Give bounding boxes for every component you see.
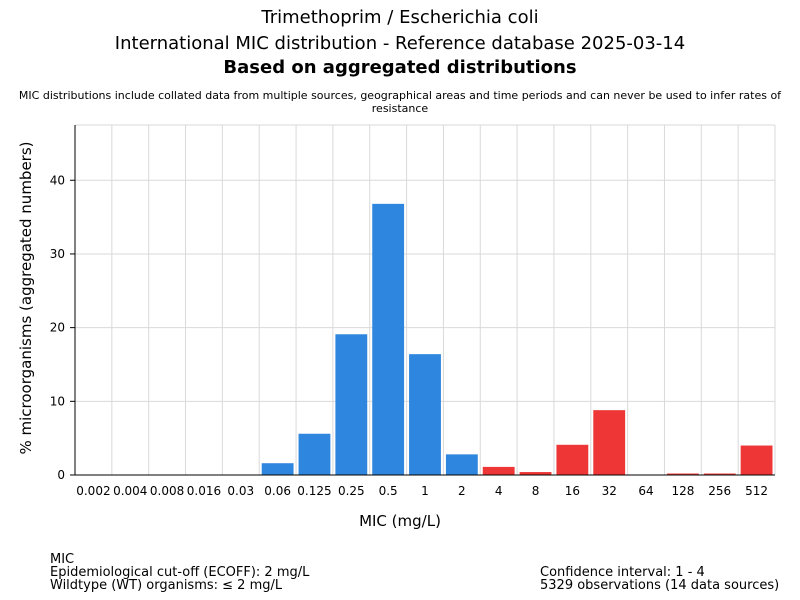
x-tick-label: 0.25 — [338, 484, 365, 498]
x-tick-label: 0.03 — [227, 484, 254, 498]
bar-mic-256 — [703, 473, 736, 475]
y-tick-label: 0 — [57, 468, 65, 482]
x-axis-label: MIC (mg/L) — [359, 512, 441, 530]
x-tick-label: 0.125 — [297, 484, 331, 498]
x-tick-label: 8 — [532, 484, 540, 498]
y-tick-label: 40 — [50, 173, 65, 187]
chart-subtitle: International MIC distribution - Referen… — [114, 33, 686, 54]
x-tick-label: 16 — [565, 484, 580, 498]
bar-mic-512 — [740, 445, 773, 475]
y-tick-label: 10 — [50, 394, 65, 408]
bar-mic-8 — [519, 472, 552, 475]
chart-title: Trimethoprim / Escherichia coli — [261, 7, 539, 28]
y-tick-label: 30 — [50, 247, 65, 261]
bar-mic-0.06 — [261, 463, 294, 475]
x-tick-label: 0.016 — [187, 484, 221, 498]
footer-right: Confidence interval: 1 - 4 5329 observat… — [540, 566, 779, 592]
bar-mic-4 — [482, 466, 515, 475]
y-tick-label: 20 — [50, 321, 65, 335]
footer-mic-label: MIC — [50, 552, 75, 567]
x-tick-label: 0.004 — [113, 484, 147, 498]
grid-lines — [75, 124, 776, 475]
chart-heading: Based on aggregated distributions — [223, 57, 577, 78]
x-tick-label: 128 — [671, 484, 694, 498]
bar-mic-0.125 — [298, 433, 331, 475]
x-tick-label: 1 — [421, 484, 429, 498]
bar-mic-128 — [666, 473, 699, 475]
footer-confidence-interval: Confidence interval: 1 - 4 — [540, 565, 705, 580]
x-tick-label: 512 — [745, 484, 768, 498]
footer-observations: 5329 observations (14 data sources) — [540, 578, 780, 593]
x-tick-label: 0.06 — [264, 484, 291, 498]
bar-mic-2 — [445, 454, 478, 475]
bar-mic-16 — [556, 444, 589, 475]
x-tick-label: 64 — [638, 484, 653, 498]
chart-note: MIC distributions include collated data … — [18, 89, 782, 115]
x-tick-label: 0.008 — [150, 484, 184, 498]
bar-mic-0.5 — [372, 203, 405, 475]
x-tick-label: 0.002 — [76, 484, 110, 498]
footer-left: MIC Epidemiological cut-off (ECOFF): 2 m… — [50, 553, 309, 592]
y-axis-label: % microorganisms (aggregated numbers) — [17, 141, 35, 454]
x-tick-label: 0.5 — [379, 484, 398, 498]
x-tick-label: 2 — [458, 484, 466, 498]
bars — [261, 203, 773, 475]
x-tick-label: 4 — [495, 484, 503, 498]
bar-mic-1 — [409, 354, 441, 475]
bar-mic-0.25 — [335, 334, 368, 475]
footer-wildtype: Wildtype (WT) organisms: ≤ 2 mg/L — [50, 578, 283, 593]
x-tick-label: 256 — [708, 484, 731, 498]
tick-labels: 0 10 20 30 40 0.002 0.004 0.008 0.016 0.03 0.06 0.1… — [50, 173, 768, 498]
bar-mic-32 — [593, 410, 626, 475]
footer-ecoff: Epidemiological cut-off (ECOFF): 2 mg/L — [50, 565, 310, 580]
axes — [74, 125, 775, 476]
x-tick-label: 32 — [602, 484, 617, 498]
